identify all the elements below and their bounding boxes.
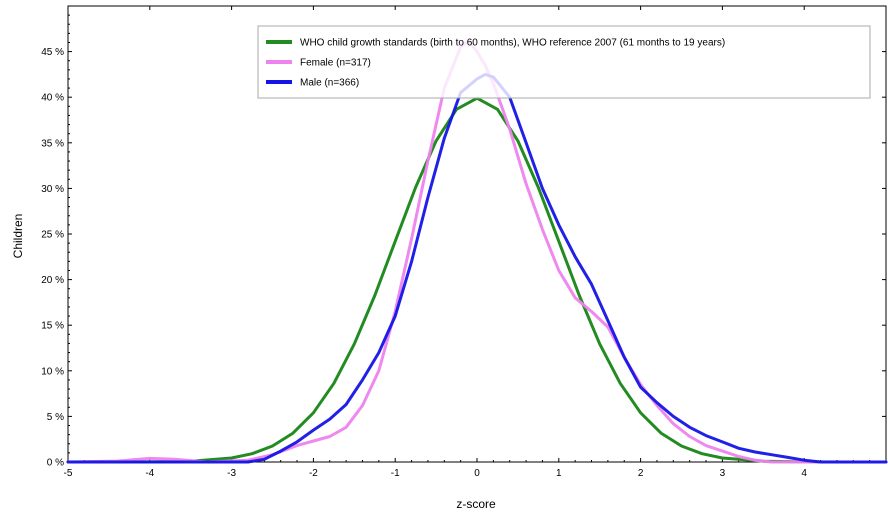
x-tick-label: -3 [227, 468, 236, 479]
y-tick-label: 0 % [47, 458, 64, 469]
female-line [66, 39, 888, 464]
y-tick-label: 20 % [41, 275, 64, 286]
x-tick-label: 3 [720, 468, 726, 479]
x-axis-title: z-score [456, 497, 496, 511]
x-tick-label: 0 [474, 468, 480, 479]
series-layer [66, 39, 888, 464]
x-tick-label: 4 [801, 468, 807, 479]
legend-entry-label: Male (n=366) [300, 78, 359, 89]
y-tick-label: 45 % [41, 47, 64, 58]
legend: WHO child growth standards (birth to 60 … [257, 25, 871, 99]
y-tick-label: 5 % [47, 412, 64, 423]
y-tick-label: 15 % [41, 321, 64, 332]
y-tick-label: 10 % [41, 366, 64, 377]
x-tick-label: -2 [309, 468, 318, 479]
x-tick-label: -1 [391, 468, 400, 479]
y-axis-title: Children [11, 214, 25, 259]
y-tick-label: 25 % [41, 230, 64, 241]
who-reference-line [66, 96, 888, 464]
legend-entry-label: WHO child growth standards (birth to 60 … [300, 38, 725, 49]
y-tick-label: 30 % [41, 184, 64, 195]
legend-entry-label: Female (n=317) [300, 58, 371, 69]
x-tick-label: -5 [64, 468, 73, 479]
y-tick-label: 40 % [41, 93, 64, 104]
legend-box [257, 25, 871, 99]
y-tick-label: 35 % [41, 138, 64, 149]
y-axis: 0 % 5 % 10 % 15 % 20 % 25 % 30 % 35 % 40 % 45 % [41, 14, 886, 469]
male-line [66, 72, 888, 464]
x-tick-label: 1 [556, 468, 562, 479]
x-tick-label: 2 [638, 468, 644, 479]
x-tick-label: -4 [145, 468, 154, 479]
